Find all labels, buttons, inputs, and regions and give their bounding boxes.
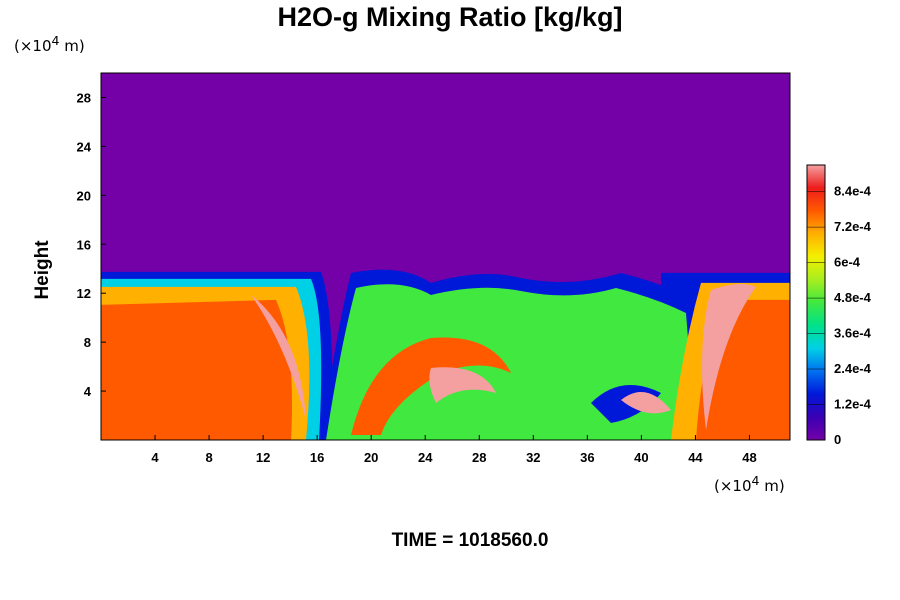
x-tick-label: 16 xyxy=(310,450,324,465)
moist-plume xyxy=(702,283,756,430)
colorbar-ramp xyxy=(806,164,826,441)
y-tick-label: 28 xyxy=(77,90,91,105)
colorbar-tick-label: 6e-4 xyxy=(834,255,861,270)
y-tick-label: 12 xyxy=(77,286,91,301)
x-tick-label: 28 xyxy=(472,450,486,465)
x-tick-label: 8 xyxy=(205,450,212,465)
x-tick-label: 48 xyxy=(742,450,756,465)
heatmap-field xyxy=(101,73,790,440)
y-tick-label: 4 xyxy=(84,384,92,399)
colorbar-tick-label: 0 xyxy=(834,432,841,447)
x-tick-label: 40 xyxy=(634,450,648,465)
colorbar-tick-label: 3.6e-4 xyxy=(834,326,872,341)
y-tick-label: 24 xyxy=(77,139,92,154)
colorbar-tick-label: 7.2e-4 xyxy=(834,219,872,234)
x-tick-label: 44 xyxy=(688,450,703,465)
x-tick-label: 36 xyxy=(580,450,594,465)
x-tick-label: 12 xyxy=(256,450,270,465)
x-axis-units: (×104 m) xyxy=(714,473,785,495)
swirl xyxy=(429,367,496,403)
x-tick-label: 32 xyxy=(526,450,540,465)
x-tick-label: 24 xyxy=(418,450,433,465)
plot-frame xyxy=(100,72,791,441)
chart-title: H2O-g Mixing Ratio [kg/kg] xyxy=(277,2,623,32)
colorbar-tick-label: 1.2e-4 xyxy=(834,397,872,412)
colorbar-tick-label: 2.4e-4 xyxy=(834,361,872,376)
y-axis-units: (×104 m) xyxy=(14,33,85,55)
colorbar: 0 1.2e-4 2.4e-4 3.6e-4 4.8e-4 6e-4 7.2e-4 8.4e-… xyxy=(806,164,872,447)
y-tick-label: 20 xyxy=(77,188,91,203)
x-axis-ticks: 4 8 12 16 20 24 28 32 36 40 44 48 xyxy=(151,435,757,465)
time-label: TIME = 1018560.0 xyxy=(391,530,549,551)
colorbar-tick-label: 4.8e-4 xyxy=(834,290,872,305)
colorbar-tick-label: 8.4e-4 xyxy=(834,184,872,199)
y-axis-ticks: 4 8 12 16 20 24 28 xyxy=(77,90,106,399)
y-tick-label: 8 xyxy=(84,335,91,350)
swirl xyxy=(621,392,671,414)
moist-region xyxy=(101,299,292,440)
y-tick-label: 16 xyxy=(77,237,91,252)
x-tick-label: 4 xyxy=(151,450,159,465)
swirl xyxy=(351,337,511,435)
x-tick-label: 20 xyxy=(364,450,378,465)
